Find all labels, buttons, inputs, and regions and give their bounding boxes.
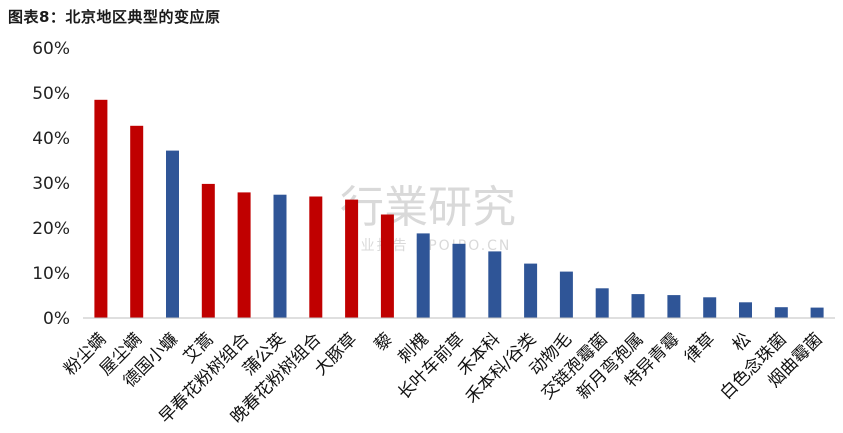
- y-tick-label: 0%: [43, 309, 70, 329]
- bar: [309, 196, 323, 318]
- watermark-main: 行業研究: [340, 182, 516, 233]
- bar: [524, 263, 538, 318]
- bar: [595, 288, 609, 318]
- bar: [739, 302, 752, 319]
- x-category-label: 律草: [681, 329, 719, 367]
- bar: [559, 271, 573, 318]
- bar: [452, 243, 466, 319]
- y-tick-label: 10%: [32, 264, 70, 284]
- bar: [774, 307, 788, 318]
- bar: [667, 295, 681, 318]
- chart-title: 图表8：北京地区典型的变应原: [8, 8, 221, 26]
- x-category-label: 藜: [371, 329, 397, 355]
- bar: [237, 192, 251, 318]
- y-tick-label: 20%: [32, 219, 70, 239]
- x-category-label: 松: [729, 329, 755, 355]
- bar: [201, 183, 215, 318]
- bar: [166, 150, 179, 318]
- y-tick-label: 40%: [32, 129, 70, 149]
- bar: [416, 233, 430, 318]
- bar: [130, 125, 144, 318]
- bar: [488, 251, 502, 318]
- bar: [810, 307, 824, 318]
- bar: [703, 297, 717, 318]
- bar: [345, 199, 359, 318]
- bar: [380, 214, 394, 318]
- bar: [631, 294, 645, 318]
- y-tick-label: 50%: [32, 84, 70, 104]
- bar: [94, 99, 108, 319]
- y-tick-label: 60%: [32, 39, 70, 59]
- bar: [273, 194, 287, 318]
- y-tick-label: 30%: [32, 174, 70, 194]
